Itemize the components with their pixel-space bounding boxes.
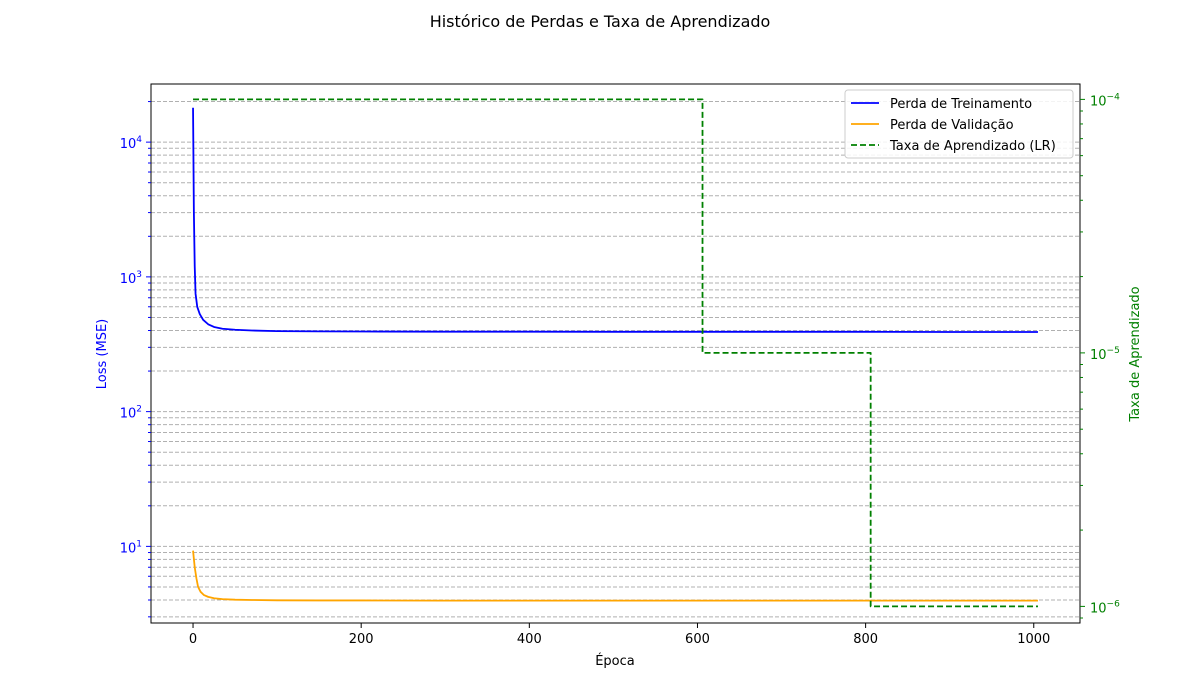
chart-title: Histórico de Perdas e Taxa de Aprendizad… <box>430 12 771 31</box>
legend-box <box>844 89 1074 159</box>
legend-label: Taxa de Aprendizado (LR) <box>889 139 1056 154</box>
left-tick-label: 103 <box>120 270 142 287</box>
axis-layer: 0 200 400 600 800 1000 101 102 103 104 10−6 10−5 10−… <box>120 92 1120 647</box>
grid-layer <box>151 101 1080 618</box>
right-tick-label: 10−5 <box>1090 346 1120 363</box>
y-axis-label-left: Loss (MSE) <box>95 319 110 389</box>
x-tick-label: 400 <box>517 632 542 647</box>
plot-frame <box>150 83 1081 624</box>
right-tick-label: 10−6 <box>1090 599 1120 616</box>
left-tick-label: 101 <box>120 539 142 556</box>
series-line-1 <box>192 550 1038 602</box>
x-axis-label: Época <box>595 653 635 669</box>
right-tick-label: 10−4 <box>1090 92 1120 109</box>
x-tick-label: 600 <box>685 632 710 647</box>
legend-label: Perda de Validação <box>890 118 1014 133</box>
left-tick-label: 102 <box>120 405 142 422</box>
x-tick-label: 800 <box>853 632 878 647</box>
x-tick-label: 1000 <box>1017 632 1050 647</box>
left-tick-label: 104 <box>120 135 143 152</box>
series-layer <box>192 98 1038 608</box>
x-tick-label: 200 <box>349 632 374 647</box>
legend-label: Perda de Treinamento <box>890 97 1032 112</box>
y-axis-label-right: Taxa de Aprendizado <box>1128 286 1143 422</box>
series-line-0 <box>192 107 1038 333</box>
x-tick-label: 0 <box>189 632 197 647</box>
series-line-2 <box>193 98 1038 608</box>
legend: Perda de Treinamento Perda de Validação Ta… <box>844 89 1074 159</box>
